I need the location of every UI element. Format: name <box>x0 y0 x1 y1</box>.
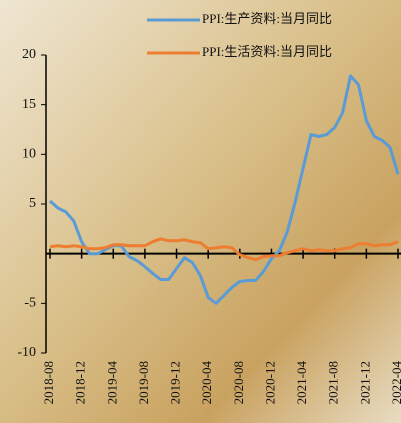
x-tick-label: 2020-08 <box>231 361 246 404</box>
y-tick-label: 20 <box>22 47 36 62</box>
x-tick-label: 2021-08 <box>326 361 341 404</box>
x-tick-label: 2019-04 <box>104 361 119 405</box>
x-tick-label: 2019-12 <box>168 361 183 404</box>
series-line <box>49 74 400 305</box>
y-tick-label: -10 <box>17 345 36 360</box>
x-tick-label: 2021-04 <box>294 361 309 405</box>
x-tick-label: 2020-12 <box>262 361 277 404</box>
series-line <box>49 237 399 262</box>
x-tick-label: 2018-08 <box>41 361 56 404</box>
legend-label: PPI:生活资料:当月同比 <box>202 44 332 59</box>
x-tick-label: 2021-12 <box>357 361 372 404</box>
y-tick-label: 5 <box>29 196 36 211</box>
legend-label: PPI:生产资料:当月同比 <box>202 11 332 26</box>
y-tick-label: 10 <box>22 147 36 162</box>
y-tick-label: 15 <box>22 97 36 112</box>
x-tick-label: 2020-04 <box>199 361 214 405</box>
x-tick-label: 2018-12 <box>73 361 88 404</box>
x-tick-label: 2019-08 <box>136 361 151 404</box>
y-tick-label: -5 <box>24 296 36 311</box>
x-tick-label: 2022-04 <box>389 361 401 405</box>
